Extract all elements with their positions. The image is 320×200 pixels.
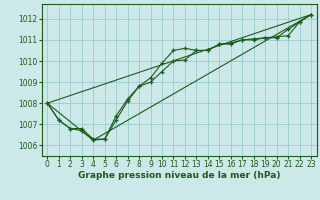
X-axis label: Graphe pression niveau de la mer (hPa): Graphe pression niveau de la mer (hPa) xyxy=(78,171,280,180)
